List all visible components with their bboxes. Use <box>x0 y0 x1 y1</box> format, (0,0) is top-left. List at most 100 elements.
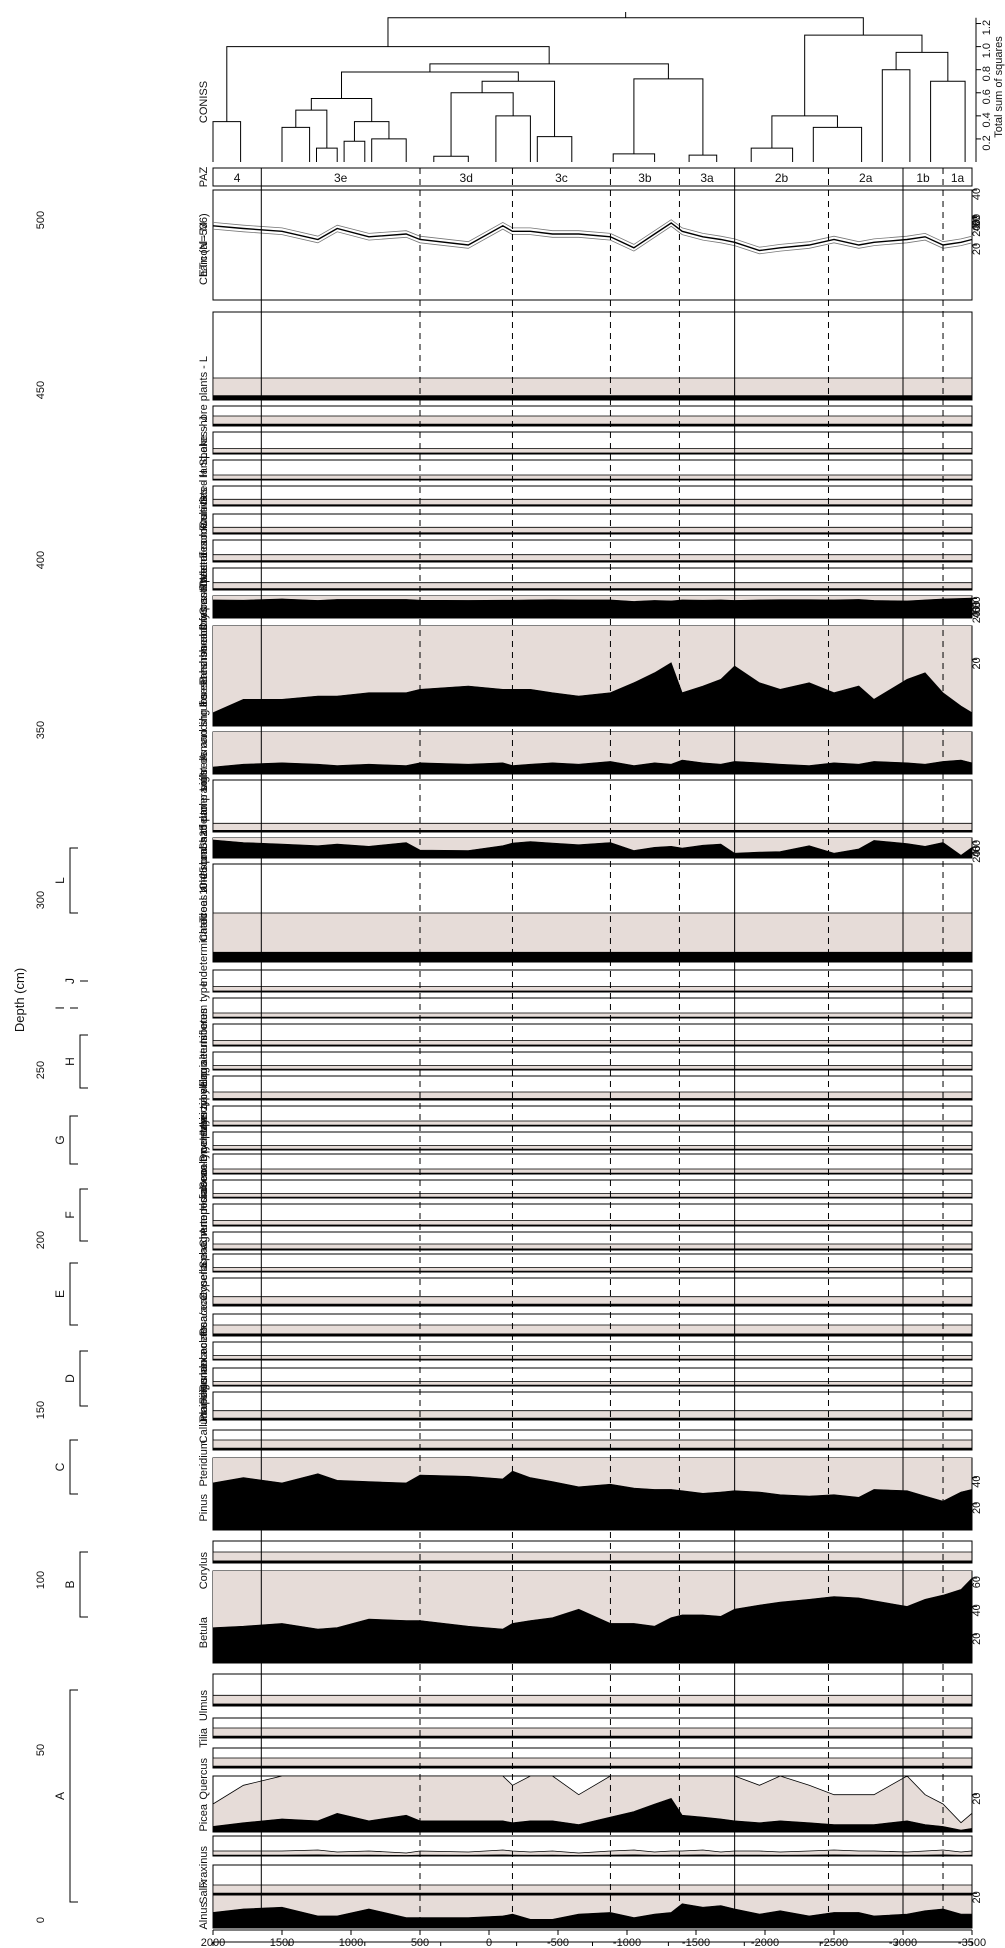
exaggeration-area <box>212 1439 973 1451</box>
panel-tick-label: 20 <box>971 1891 983 1903</box>
group-label: B <box>63 1580 77 1588</box>
axes-layer: 2000150010005000-500-1000-1500-2000-2500… <box>12 211 986 1948</box>
series-area-betula <box>212 1577 973 1664</box>
panel-corylus <box>212 1540 973 1564</box>
group-bracket <box>79 1551 88 1618</box>
series-label-lake-shore-plants-l: Lake shore plants - L <box>198 356 210 459</box>
series-label-sphagnum: Sphagnum <box>198 1215 210 1268</box>
series-label-charcoal-10-25-m: Charcoal 10-25 µm <box>198 848 210 942</box>
panel-fraxinus <box>212 1835 973 1857</box>
panel-myriophyllum-alterniflorum-type <box>212 969 973 993</box>
coniss-link <box>341 71 519 99</box>
series-label-alnus: Alnus <box>198 1902 210 1930</box>
coniss-link <box>281 126 311 162</box>
panel-forest-herbs-and-ferns-d <box>212 567 973 591</box>
series-label-fresh-meadows-and-pastures-f: Fresh meadows and pastures - F <box>198 524 210 686</box>
coniss-link <box>804 34 923 116</box>
depth-tick-label: 200 <box>35 1231 47 1249</box>
panel-tick-label: 20 <box>971 225 983 237</box>
series-label-huperzia-selago: Huperzia selago <box>198 1061 210 1141</box>
series-area-shade-tolerant-trees-and-shrubs-b <box>212 662 973 727</box>
series-area-charcoal-10-25-m <box>212 839 973 859</box>
panel-tick-label: 20 <box>971 851 983 863</box>
series-area-trees-and-shrubs-of-damp-soils-a <box>212 759 973 775</box>
coniss-link <box>881 69 911 162</box>
group-bracket <box>69 847 78 914</box>
etn-label: ETn (N=536) <box>198 213 210 276</box>
series-area-tilia <box>212 1735 973 1739</box>
etn-confidence-line <box>212 225 973 255</box>
panel-tick-label: 20 <box>971 1793 983 1805</box>
depth-tick-label: 450 <box>35 381 47 399</box>
series-label-charcoal-25-m: Charcoal >25 µm <box>198 806 210 890</box>
series-area-poaceae <box>212 1303 973 1307</box>
series-label-tilia: Tilia <box>198 1727 210 1748</box>
depth-tick-labels: 0 50 100 150 200 250 300 350 400 450 500 <box>35 211 47 1923</box>
exaggeration-area <box>212 415 973 427</box>
series-area-picea <box>212 1798 973 1833</box>
panel-tick-label: 60 <box>971 840 983 852</box>
series-area-charcoal-25-m <box>212 830 973 833</box>
exaggeration-area <box>212 1849 973 1857</box>
zone-label: 2b <box>775 171 789 185</box>
coniss-link <box>481 80 556 137</box>
coniss-link <box>316 147 338 162</box>
exaggeration-area <box>212 1410 973 1421</box>
coniss-link <box>536 136 573 162</box>
panel-cyperaceae <box>212 1231 973 1251</box>
series-label-cyperaceae: Cyperaceae <box>198 1241 210 1300</box>
series-area-dryopteris-type <box>212 1098 973 1101</box>
coniss-tick-label: 0.8 <box>981 66 993 81</box>
series-label-chenopodiaceae: Chenopodiaceae <box>198 1164 210 1247</box>
series-label-fraxinus: Fraxinus <box>198 1846 210 1889</box>
coniss-link <box>612 153 656 162</box>
panel-isoetes <box>212 997 973 1019</box>
group-label: G <box>53 1135 67 1144</box>
coniss-link <box>295 109 328 149</box>
panel-lake-shore-plants-l <box>212 311 973 401</box>
panel-ulmus <box>212 1673 973 1707</box>
etn-tick-label: 30 <box>971 215 983 227</box>
series-area-spores-j <box>212 423 973 427</box>
series-area-dry-pastures-e <box>212 560 973 563</box>
series-area-light-demanding-trees-and-shrubs-c <box>212 597 973 619</box>
panel-cultivated-land-i <box>212 431 973 455</box>
series-label-calluna: Calluna <box>198 1405 210 1443</box>
series-label-secale-cereale: Secale cereale <box>198 1116 210 1189</box>
series-area-quercus <box>212 1765 973 1769</box>
series-label-poaceae: Poaceae <box>198 1292 210 1335</box>
exaggeration-area <box>212 1324 973 1337</box>
panel-fresh-meadows-and-pastures-f <box>212 513 973 535</box>
group-label: J <box>63 978 77 984</box>
series-label-corylus: Corylus <box>198 1552 210 1590</box>
series-area-artemisia <box>212 1196 973 1199</box>
series-label-filipendula: Filipendula <box>198 1350 210 1404</box>
depth-tick-label: 150 <box>35 1401 47 1419</box>
depth-tick-label: 500 <box>35 211 47 229</box>
exaggeration-area <box>212 498 973 507</box>
panel-dryopteris-type <box>212 1075 973 1101</box>
series-label-spores-j: Spores - J <box>198 416 210 466</box>
panel-trees-and-shrubs-of-damp-soils-a <box>212 731 973 775</box>
panel-artemisia <box>212 1179 973 1199</box>
series-area-pteridium <box>212 1447 973 1451</box>
series-area-cyperaceae <box>212 1248 973 1251</box>
panel-tick-label: 60 <box>971 214 983 226</box>
panel-ruderal-communities-h <box>212 459 973 481</box>
panel-plantago-lanceolata <box>212 1313 973 1337</box>
zone-label: 3a <box>700 171 714 185</box>
panel-salix <box>212 1864 973 1896</box>
panel-pteridium <box>212 1429 973 1451</box>
series-area-fraxinus <box>212 1854 973 1857</box>
coniss-link <box>212 121 242 162</box>
series-label-equisetum: Equisetum <box>198 1035 210 1087</box>
panel-tilia <box>212 1717 973 1739</box>
series-label-hordeum-type: Hordeum-type <box>198 1141 210 1211</box>
panel-equisetum <box>212 1023 973 1047</box>
series-area-equisetum <box>212 1044 973 1047</box>
series-area-filipendula <box>212 1358 973 1361</box>
etn-line <box>212 222 973 252</box>
series-area-myriophyllum-alterniflorum-type <box>212 990 973 993</box>
